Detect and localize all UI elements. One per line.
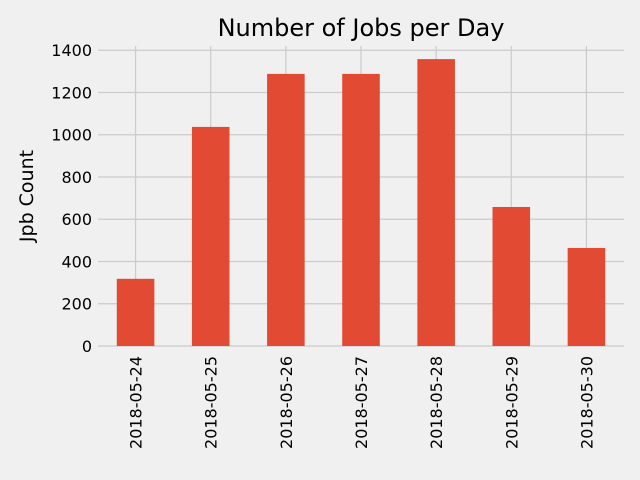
bar-2018-05-30: [567, 247, 606, 346]
chart-title: Number of Jobs per Day: [218, 14, 505, 42]
bar-2018-05-29: [492, 206, 531, 346]
y-tick-label: 400: [61, 252, 92, 271]
x-tick-label: 2018-05-28: [427, 356, 446, 449]
y-tick-label: 1400: [51, 41, 92, 60]
x-tick-label: 2018-05-25: [202, 356, 221, 449]
bars-layer: [116, 59, 606, 346]
y-tick-label: 600: [61, 210, 92, 229]
y-tick-label: 200: [61, 295, 92, 314]
y-tick-label: 800: [61, 168, 92, 187]
bar-2018-05-25: [191, 126, 230, 346]
x-tick-label: 2018-05-27: [352, 356, 371, 449]
x-tick-labels: 2018-05-24 2018-05-25 2018-05-26 2018-05-27…: [127, 356, 597, 449]
bar-2018-05-26: [267, 73, 305, 346]
x-tick-label: 2018-05-24: [127, 356, 146, 449]
x-tick-label: 2018-05-26: [277, 356, 296, 449]
y-tick-label: 1000: [51, 126, 92, 145]
x-tick-label: 2018-05-29: [502, 356, 521, 449]
y-tick-label: 0: [82, 337, 92, 356]
y-axis-label: Jpb Count: [16, 150, 38, 243]
bar-2018-05-24: [116, 278, 155, 346]
x-tick-label: 2018-05-30: [577, 356, 596, 449]
bar-2018-05-27: [342, 73, 380, 346]
bar-2018-05-28: [417, 59, 455, 346]
y-tick-labels: 0 200 400 600 800 1000 1200 1400: [51, 41, 92, 356]
y-tick-label: 1200: [51, 83, 92, 102]
